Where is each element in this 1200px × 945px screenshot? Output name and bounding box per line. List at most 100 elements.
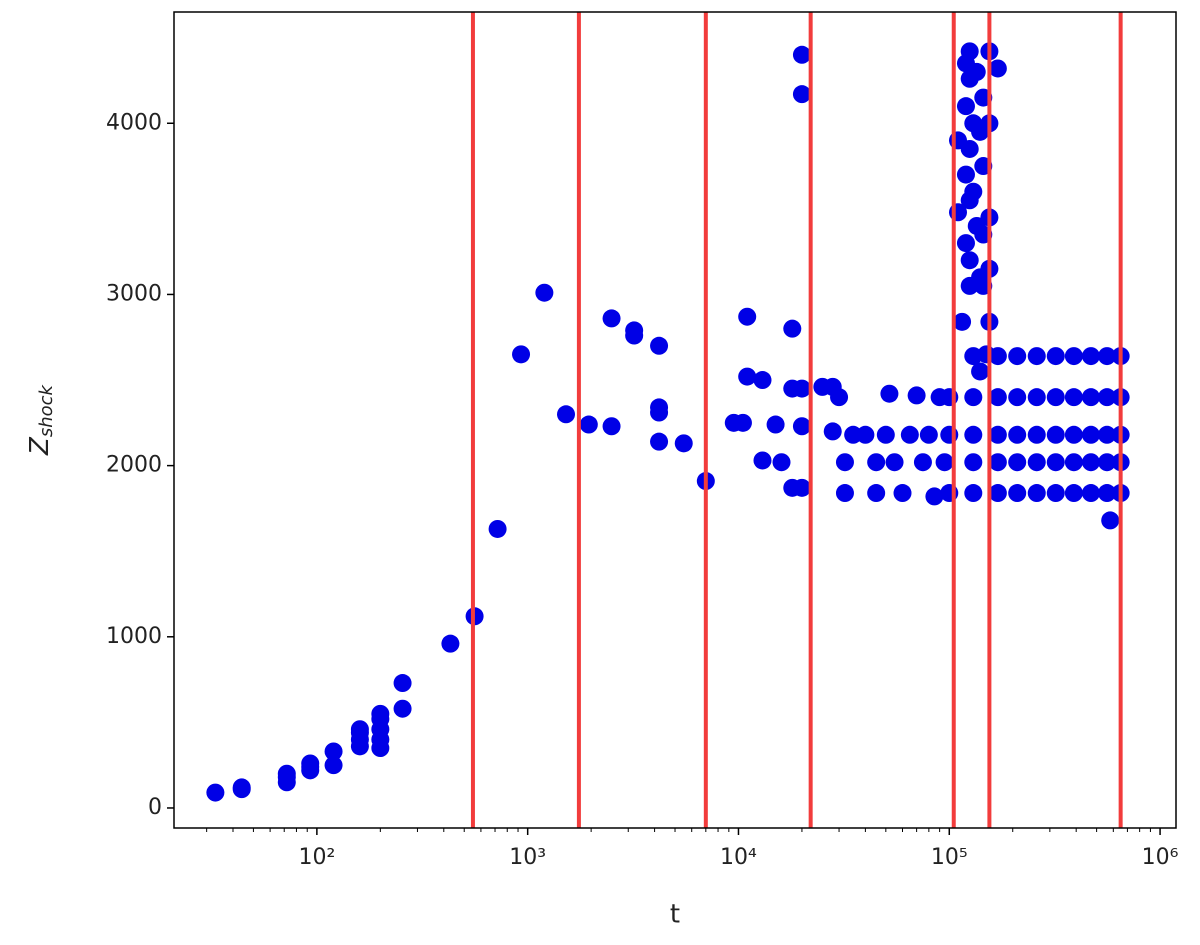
point bbox=[1008, 425, 1027, 444]
point bbox=[1046, 484, 1065, 503]
point bbox=[792, 45, 811, 64]
point bbox=[971, 362, 990, 381]
x-tick-label: 10⁶ bbox=[1142, 845, 1179, 870]
point bbox=[277, 768, 296, 787]
point bbox=[1064, 453, 1083, 472]
point bbox=[792, 85, 811, 104]
point bbox=[964, 182, 983, 201]
point bbox=[324, 756, 343, 775]
point bbox=[232, 778, 251, 797]
point bbox=[913, 453, 932, 472]
point bbox=[856, 425, 875, 444]
point bbox=[393, 699, 412, 718]
y-tick-label: 3000 bbox=[106, 281, 162, 306]
point bbox=[766, 415, 785, 434]
point bbox=[512, 345, 531, 364]
point bbox=[1064, 388, 1083, 407]
point bbox=[925, 487, 944, 506]
point bbox=[1046, 388, 1065, 407]
point bbox=[1046, 425, 1065, 444]
point bbox=[1008, 484, 1027, 503]
point bbox=[1027, 388, 1046, 407]
point bbox=[1097, 388, 1116, 407]
point bbox=[988, 425, 1007, 444]
point bbox=[964, 484, 983, 503]
y-axis-label: Zshock bbox=[25, 383, 58, 456]
point bbox=[964, 453, 983, 472]
x-tick-label: 10² bbox=[298, 845, 335, 870]
point bbox=[876, 425, 895, 444]
point bbox=[964, 347, 983, 366]
point bbox=[488, 519, 507, 538]
plot-frame bbox=[173, 11, 1177, 829]
point bbox=[1008, 453, 1027, 472]
point bbox=[772, 453, 791, 472]
point bbox=[835, 484, 854, 503]
y-axis-label-main: Z bbox=[25, 436, 55, 456]
point bbox=[953, 312, 972, 331]
point bbox=[1008, 388, 1027, 407]
x-tick-label: 10⁵ bbox=[931, 845, 968, 870]
point bbox=[1097, 453, 1116, 472]
x-tick-label: 10³ bbox=[509, 845, 546, 870]
point bbox=[988, 453, 1007, 472]
point bbox=[792, 478, 811, 497]
point bbox=[988, 388, 1007, 407]
point bbox=[956, 234, 975, 253]
point bbox=[557, 405, 576, 424]
point bbox=[835, 453, 854, 472]
point bbox=[885, 453, 904, 472]
point bbox=[960, 42, 979, 61]
point bbox=[792, 417, 811, 436]
point bbox=[988, 484, 1007, 503]
point bbox=[964, 388, 983, 407]
point bbox=[967, 62, 986, 81]
point bbox=[935, 453, 954, 472]
point bbox=[535, 283, 554, 302]
x-tick-label: 10⁴ bbox=[720, 845, 757, 870]
point bbox=[988, 347, 1007, 366]
point bbox=[371, 704, 390, 723]
point bbox=[1097, 347, 1116, 366]
point bbox=[1081, 425, 1100, 444]
point bbox=[1027, 425, 1046, 444]
point bbox=[753, 371, 772, 390]
point bbox=[206, 783, 225, 802]
point bbox=[919, 425, 938, 444]
point bbox=[650, 398, 669, 417]
point bbox=[674, 434, 693, 453]
point bbox=[792, 379, 811, 398]
point bbox=[738, 307, 757, 326]
point bbox=[602, 417, 621, 436]
point bbox=[1008, 347, 1027, 366]
point bbox=[1064, 425, 1083, 444]
point bbox=[1101, 511, 1120, 530]
point bbox=[1027, 484, 1046, 503]
point bbox=[1081, 347, 1100, 366]
point bbox=[1027, 347, 1046, 366]
point bbox=[1046, 347, 1065, 366]
point bbox=[738, 367, 757, 386]
point bbox=[1064, 347, 1083, 366]
point bbox=[956, 97, 975, 116]
point bbox=[830, 388, 849, 407]
point bbox=[823, 422, 842, 441]
point bbox=[1081, 388, 1100, 407]
point bbox=[900, 425, 919, 444]
point bbox=[956, 165, 975, 184]
point bbox=[1097, 484, 1116, 503]
point bbox=[1064, 484, 1083, 503]
point bbox=[1027, 453, 1046, 472]
point bbox=[579, 415, 598, 434]
point bbox=[907, 386, 926, 405]
y-tick-label: 1000 bbox=[106, 624, 162, 649]
point bbox=[1081, 453, 1100, 472]
point bbox=[602, 309, 621, 328]
point bbox=[880, 384, 899, 403]
point bbox=[964, 425, 983, 444]
point bbox=[1097, 425, 1116, 444]
point bbox=[441, 634, 460, 653]
point bbox=[324, 742, 343, 761]
